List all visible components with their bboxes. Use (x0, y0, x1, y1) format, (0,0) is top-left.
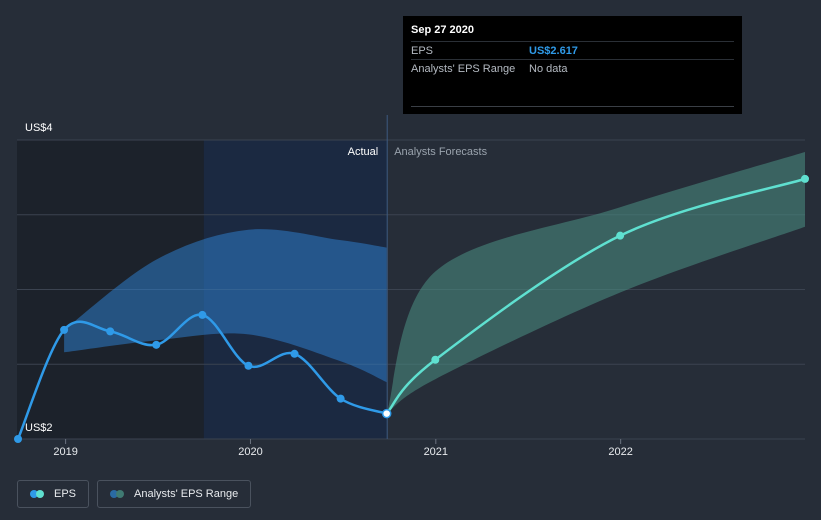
eps-range-swatch-icon (110, 490, 126, 498)
legend: EPS Analysts' EPS Range (17, 480, 252, 508)
eps-range-band-forecast (386, 151, 805, 414)
eps-point (198, 310, 207, 319)
tooltip: Sep 27 2020 EPS US$2.617 Analysts' EPS R… (403, 16, 742, 114)
tooltip-date: Sep 27 2020 (411, 24, 474, 36)
eps-point (290, 349, 299, 358)
eps-forecast-point (801, 174, 809, 183)
eps-point (60, 325, 69, 334)
x-tick-label: 2021 (424, 446, 448, 458)
tooltip-eps-label: EPS (411, 44, 434, 57)
eps-point (336, 394, 345, 403)
x-axis-ticks: 2019 2020 2021 2022 (53, 439, 633, 458)
eps-forecast-point (431, 355, 440, 364)
eps-point (381, 408, 392, 419)
eps-point (152, 340, 161, 349)
tooltip-range-label: Analysts' EPS Range (411, 62, 516, 75)
legend-eps-range-label: Analysts' EPS Range (134, 488, 239, 500)
actual-label: Actual (348, 146, 379, 158)
x-tick-label: 2022 (608, 446, 632, 458)
legend-eps-label: EPS (54, 488, 77, 500)
eps-point (244, 361, 253, 370)
eps-points (14, 174, 809, 443)
y-axis-label-top: US$4 (25, 122, 53, 134)
eps-forecast-point (616, 231, 625, 240)
x-tick-label: 2020 (238, 446, 262, 458)
eps-swatch-icon (30, 490, 46, 498)
tooltip-range-value: No data (529, 62, 568, 75)
eps-range-band-actual (64, 229, 387, 383)
tooltip-eps-value: US$2.617 (529, 44, 578, 57)
y-axis-label-bottom: US$2 (25, 422, 53, 434)
legend-item-eps-range[interactable]: Analysts' EPS Range (97, 480, 252, 508)
tooltip-row-range: Analysts' EPS Range No data (411, 59, 734, 77)
tooltip-row-eps: EPS US$2.617 (411, 41, 734, 59)
legend-item-eps[interactable]: EPS (17, 480, 90, 508)
eps-point (14, 435, 23, 443)
tooltip-divider (411, 106, 734, 107)
eps-forecast-line (385, 177, 806, 415)
x-tick-label: 2019 (53, 446, 77, 458)
forecast-label: Analysts Forecasts (394, 146, 487, 158)
eps-point (106, 327, 115, 336)
